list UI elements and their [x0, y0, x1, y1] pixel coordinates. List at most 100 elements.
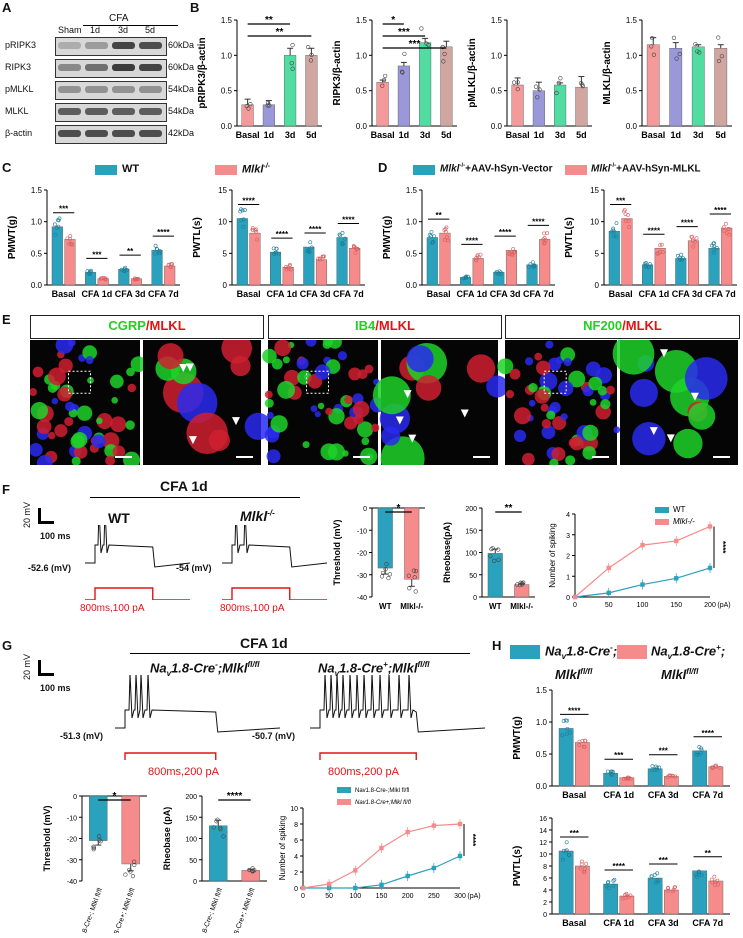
data-point — [154, 246, 159, 251]
y-tick-label: 3 — [566, 533, 570, 540]
y-tick-label: 100 — [465, 551, 477, 558]
y-tick-label: 0.0 — [536, 782, 548, 791]
x-tick-label: 100 — [637, 602, 649, 609]
data-point — [308, 58, 314, 63]
data-point — [531, 260, 535, 265]
x-tick-label: 0 — [573, 602, 577, 609]
f-trace-label-wt: WT — [108, 510, 130, 526]
data-point — [580, 84, 585, 89]
arrowhead-marker — [179, 363, 188, 372]
e-title-ib4: IB4/MLKL — [268, 315, 502, 339]
data-point — [98, 839, 103, 844]
x-axis-label: (pA) — [467, 893, 480, 900]
cell — [57, 386, 72, 402]
x-tick-label: 1d — [264, 130, 275, 140]
immunofluorescence-micrographs — [30, 340, 738, 465]
x-tick-label: CFA 1d — [603, 790, 634, 800]
data-point — [250, 866, 255, 871]
significance-label: *** — [398, 27, 410, 38]
data-point — [643, 264, 648, 269]
g-scale-voltage: 20 mV — [22, 653, 32, 680]
legend-label-ko: Mlkl-/- — [242, 163, 271, 176]
cell — [337, 351, 348, 361]
cell — [629, 378, 658, 407]
data-point — [622, 209, 626, 214]
data-point — [306, 249, 310, 253]
cell — [305, 340, 317, 347]
data-point — [542, 231, 547, 236]
stimulus-step — [319, 752, 417, 760]
chart-c-pwtl: 0 5 10 15 PWTL(s) **** Basal **** CFA 1d **** CFA … — [192, 186, 365, 299]
bar — [487, 553, 503, 598]
g-title: CFA 1d — [240, 635, 288, 651]
cell — [96, 412, 113, 430]
data-point — [624, 776, 629, 781]
cell — [357, 421, 374, 438]
data-point — [657, 765, 662, 770]
blot-band — [58, 42, 81, 49]
legend-swatch — [337, 799, 351, 805]
x-tick-label: 300 — [454, 893, 466, 900]
data-point — [318, 256, 322, 261]
data-point — [564, 840, 569, 845]
y-axis-label: PWTL(s) — [564, 217, 575, 258]
data-point — [515, 87, 520, 92]
bar — [558, 728, 574, 787]
x-tick-label: 150 — [670, 602, 682, 609]
data-point — [128, 869, 133, 874]
arrowhead-marker — [649, 427, 658, 436]
data-point — [290, 66, 295, 71]
blot-band — [85, 64, 108, 71]
x-tick-label: 5d — [441, 130, 452, 140]
data-point — [353, 885, 358, 891]
y-tick-label: -20 — [357, 551, 367, 558]
x-tick-label: Nav1.8-Cre+; Mlkl fl/fl — [227, 887, 257, 933]
lane-label: 5d — [145, 25, 156, 35]
data-point — [707, 565, 713, 571]
y-tick-label: 0.0 — [406, 281, 418, 290]
y-axis-label: pMLKL/β-actin — [467, 38, 478, 107]
blot-row-label: MLKL — [5, 106, 29, 116]
y-tick-label: 0 — [73, 794, 77, 801]
data-point — [68, 236, 72, 241]
data-point — [488, 554, 493, 559]
data-point — [497, 269, 502, 274]
g-trace-label-cre-neg: Nav1.8-Cre-;Mlklfl/fl — [150, 660, 260, 678]
data-point — [660, 242, 664, 247]
data-point — [56, 218, 60, 222]
data-point — [605, 769, 610, 774]
y-tick-label: 15 — [590, 186, 599, 195]
data-point — [424, 41, 429, 46]
cell — [105, 455, 116, 465]
significance-label: **** — [342, 216, 355, 225]
f-scalebar-t — [38, 521, 54, 524]
y-tick-label: 1.5 — [536, 686, 548, 695]
data-point — [276, 251, 281, 256]
y-tick-label: 1.0 — [221, 51, 233, 60]
bar — [708, 248, 720, 286]
bar — [708, 880, 724, 915]
bar — [575, 86, 588, 127]
y-tick-label: 200 — [465, 506, 477, 513]
y-tick-label: 2 — [294, 870, 298, 877]
data-point — [652, 872, 657, 877]
zoom-box — [306, 370, 329, 394]
blot-band — [85, 130, 108, 137]
data-point — [644, 261, 648, 265]
f-scalebar-v — [38, 508, 41, 524]
cell — [32, 366, 44, 378]
series-line — [302, 823, 461, 889]
bar — [249, 232, 261, 286]
data-point — [693, 239, 697, 244]
data-point — [671, 35, 677, 40]
data-point — [671, 889, 675, 894]
data-point — [515, 582, 520, 587]
x-tick-label: Basal — [609, 289, 633, 299]
x-tick-label: Basal — [237, 289, 261, 299]
data-point — [691, 237, 695, 242]
data-point — [158, 251, 162, 256]
cell — [71, 432, 88, 448]
data-point — [166, 262, 171, 267]
data-point — [537, 87, 542, 92]
